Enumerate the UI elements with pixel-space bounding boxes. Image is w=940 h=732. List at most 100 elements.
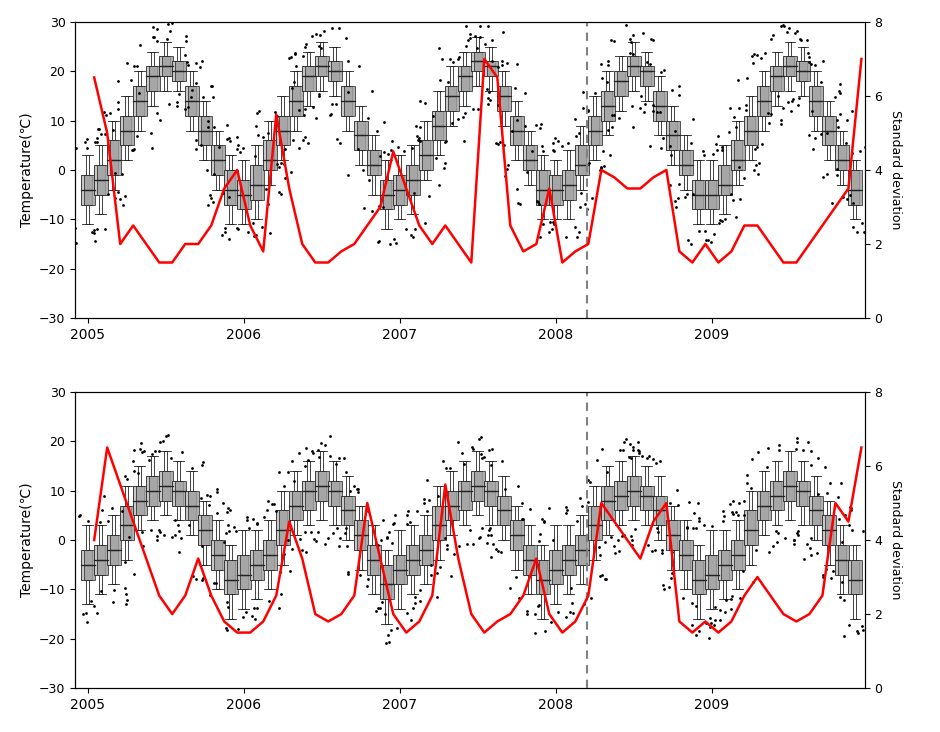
Bar [770,481,781,510]
Bar [184,86,196,116]
Bar [458,67,469,91]
Bar [445,490,456,520]
Bar [344,86,354,116]
Bar [328,481,338,506]
Bar [133,86,144,116]
Bar [496,86,508,111]
Bar [603,486,615,520]
Bar [682,540,693,569]
Bar [253,550,264,580]
Bar [822,116,833,146]
Bar [344,496,354,526]
Bar [786,471,797,501]
Bar [692,180,703,209]
Bar [357,520,368,550]
Bar [367,150,378,175]
Bar [461,67,472,91]
Bar [393,175,403,204]
Bar [250,550,260,580]
Bar [747,510,758,545]
Bar [84,175,95,204]
Bar [302,67,313,91]
Bar [406,165,416,195]
Bar [146,67,157,91]
Bar [838,146,849,170]
Bar [106,535,118,564]
Bar [197,116,209,146]
Bar [188,490,198,520]
Bar [406,545,416,575]
Bar [591,506,602,540]
Bar [487,481,498,506]
Bar [409,165,420,195]
Bar [770,67,781,91]
Bar [603,91,615,121]
Bar [487,61,498,76]
Bar [383,180,394,209]
Bar [106,141,118,175]
Bar [656,496,666,526]
Bar [289,86,300,116]
Bar [718,165,728,195]
Bar [825,116,836,146]
Bar [159,56,169,76]
Bar [705,180,715,209]
Bar [380,564,391,600]
Bar [435,506,446,540]
Bar [383,564,394,600]
Bar [773,67,784,91]
Bar [525,146,537,170]
Bar [640,67,650,86]
Bar [578,535,588,564]
Bar [396,175,407,204]
Bar [822,515,833,545]
Bar [275,116,287,146]
Bar [484,61,494,76]
Bar [669,520,680,550]
Y-axis label: Temperature(℃): Temperature(℃) [20,482,34,597]
Bar [418,141,430,170]
Bar [369,150,381,175]
Bar [630,476,641,506]
Bar [188,86,198,116]
Bar [396,555,407,584]
Bar [721,165,732,195]
Bar [500,496,510,526]
Bar [175,61,186,81]
Y-axis label: Standard deviation: Standard deviation [889,111,902,230]
Bar [848,560,859,594]
Bar [445,86,456,111]
Bar [211,540,222,569]
Bar [458,481,469,510]
Bar [305,67,316,91]
Bar [851,170,862,204]
Bar [435,111,446,141]
Bar [523,545,534,575]
Bar [146,476,157,506]
Bar [809,496,820,526]
Bar [513,116,524,146]
Bar [119,506,131,540]
Bar [627,56,637,76]
Bar [666,121,677,150]
Bar [305,481,316,510]
Bar [197,515,209,545]
Bar [513,520,524,550]
Bar [747,116,758,146]
Bar [279,116,290,146]
Bar [328,61,338,81]
Bar [340,496,352,526]
Bar [123,506,133,540]
Bar [369,545,381,575]
Bar [552,175,563,204]
Bar [367,545,378,575]
Bar [799,481,810,506]
Bar [162,471,173,501]
Bar [509,520,521,550]
Bar [94,165,104,195]
Bar [266,540,276,569]
Bar [783,56,793,76]
Bar [227,560,238,594]
Bar [562,170,572,200]
Bar [744,116,755,146]
